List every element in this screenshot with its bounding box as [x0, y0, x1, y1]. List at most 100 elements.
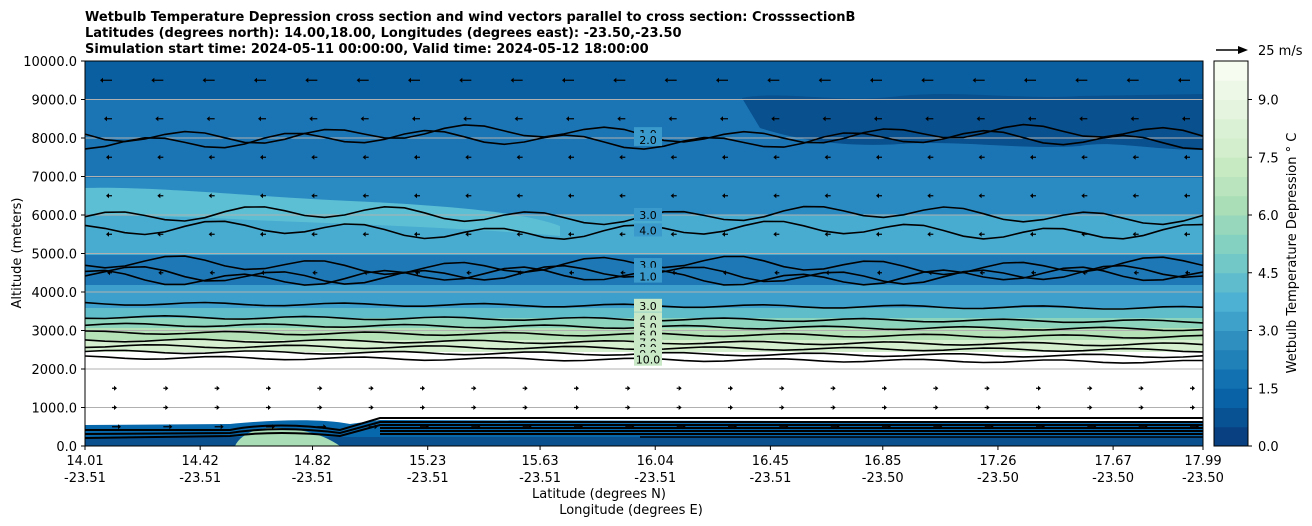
colorbar-segment: [1214, 99, 1248, 120]
wind-vector-head: [978, 154, 982, 160]
x-tick-label-lon: -23.51: [179, 471, 221, 486]
wind-vector-head: [825, 270, 829, 276]
wind-vector-head: [631, 424, 635, 430]
wind-vector-head: [465, 154, 469, 160]
wind-vector-head: [268, 405, 271, 410]
colorbar-segment: [1214, 234, 1248, 254]
x-tick-label-lat: 14.82: [294, 454, 331, 469]
colorbar-segment: [1214, 292, 1248, 312]
wind-vector-head: [935, 385, 939, 391]
x-axis-label-lon: Longitude (degrees E): [559, 503, 703, 518]
wind-vector-head: [208, 231, 212, 237]
wind-vector-head: [722, 154, 725, 160]
wind-vector-head: [100, 77, 103, 83]
x-tick-label-lon: -23.50: [977, 471, 1019, 486]
wind-vector-head: [1093, 424, 1097, 430]
wind-vector-head: [414, 231, 417, 237]
wind-vector-head: [972, 77, 976, 83]
wind-vector-head: [773, 154, 777, 160]
colorbar-tick-label: 9.0: [1258, 94, 1279, 109]
colorbar-frame: [1213, 60, 1249, 447]
wind-vector-head: [568, 231, 571, 237]
x-tick-label-lon: -23.50: [862, 471, 904, 486]
wind-vector-head: [473, 405, 477, 410]
wind-vector-head: [576, 385, 579, 391]
wind-vector-head: [510, 77, 514, 83]
contour-label: 1.0: [639, 271, 657, 284]
wind-vector-head: [921, 77, 925, 83]
colorbar-segment: [1214, 80, 1248, 100]
wind-vector-head: [1192, 385, 1195, 391]
wind-vector-head: [106, 154, 109, 160]
wind-vector-head: [209, 270, 213, 276]
wind-vector-head: [312, 270, 316, 276]
contour-label-bg: [634, 352, 662, 366]
x-tick-label-lat: 14.01: [66, 454, 103, 469]
contour-label: 4.0: [639, 224, 657, 237]
wind-vector-head: [832, 405, 836, 410]
x-tick-label-lat: 14.42: [182, 454, 219, 469]
x-tick-label-lat: 17.67: [1095, 454, 1132, 469]
colorbar-label: Wetbulb Temperature Depression ° C: [1285, 133, 1300, 374]
wind-vector-head: [876, 193, 879, 199]
wind-vector-head: [362, 193, 366, 199]
y-tick-label: 6000.0: [32, 209, 78, 224]
wind-vector-head: [220, 424, 224, 430]
wind-vector-head: [670, 231, 674, 237]
wind-vector-head: [422, 405, 425, 410]
x-axis-label-lat: Latitude (degrees N): [532, 487, 666, 502]
wind-vector-head: [477, 424, 481, 430]
wind-vector-head: [576, 405, 579, 410]
wind-vector-head: [465, 193, 469, 199]
colorbar-tick-label: 1.5: [1258, 382, 1279, 397]
wind-vector-head: [925, 116, 929, 122]
colorbar-segments: [1214, 61, 1248, 447]
wind-vector-head: [1192, 405, 1195, 410]
wind-vector-head: [528, 424, 532, 430]
x-tick-label-lat: 16.04: [637, 454, 674, 469]
x-axis: 14.01 -23.51 14.42 -23.51 14.82 -23.51 15.23 -2…: [64, 446, 1224, 486]
wind-vector-head: [824, 193, 828, 199]
wind-vector-head: [514, 116, 518, 122]
colorbar-segment: [1214, 253, 1248, 274]
colorbar-segment: [1214, 61, 1248, 81]
wind-vector-head: [884, 385, 887, 391]
contour-label: 10.0: [636, 354, 661, 367]
colorbar-tick-label: 7.5: [1258, 151, 1279, 166]
x-tick-label-lon: -23.51: [749, 471, 791, 486]
wind-vector-head: [876, 231, 879, 237]
chart-title-line-1: Wetbulb Temperature Depression cross sec…: [85, 10, 855, 25]
wind-vector-head: [670, 193, 674, 199]
wind-vector-head: [822, 116, 826, 122]
patch-left-moist: [85, 187, 560, 236]
wind-vector-head: [617, 116, 621, 122]
quiver-key-arrowhead: [1238, 46, 1248, 54]
wind-vector-head: [165, 405, 169, 410]
wind-vector-head: [254, 77, 257, 83]
wind-vector-head: [978, 231, 982, 237]
wind-vector-head: [208, 193, 212, 199]
wind-vector-head: [986, 385, 990, 391]
wind-vector-head: [771, 116, 775, 122]
wind-vector-head: [619, 231, 623, 237]
wind-vector-head: [415, 270, 418, 276]
wind-vector-head: [836, 424, 840, 430]
x-tick-label-lat: 15.63: [521, 454, 558, 469]
wind-vector-head: [104, 116, 107, 122]
wind-vector-head: [260, 154, 263, 160]
colorbar-segment: [1214, 349, 1248, 370]
colorbar-tick-label: 6.0: [1258, 209, 1279, 224]
y-tick-label: 7000.0: [32, 171, 78, 186]
wind-vector-head: [261, 270, 264, 276]
wind-vector-head: [206, 116, 210, 122]
colorbar-segment: [1214, 215, 1248, 235]
y-tick-label: 1000.0: [32, 402, 78, 417]
wind-vector-head: [773, 193, 777, 199]
wind-vector-head: [1030, 154, 1033, 160]
wind-vector-head: [978, 193, 982, 199]
wind-vector-head: [260, 231, 263, 237]
wind-vector-head: [1178, 77, 1181, 83]
wind-vector-head: [516, 154, 520, 160]
wind-vector-head: [986, 405, 990, 410]
x-tick-label-lon: -23.51: [64, 471, 106, 486]
